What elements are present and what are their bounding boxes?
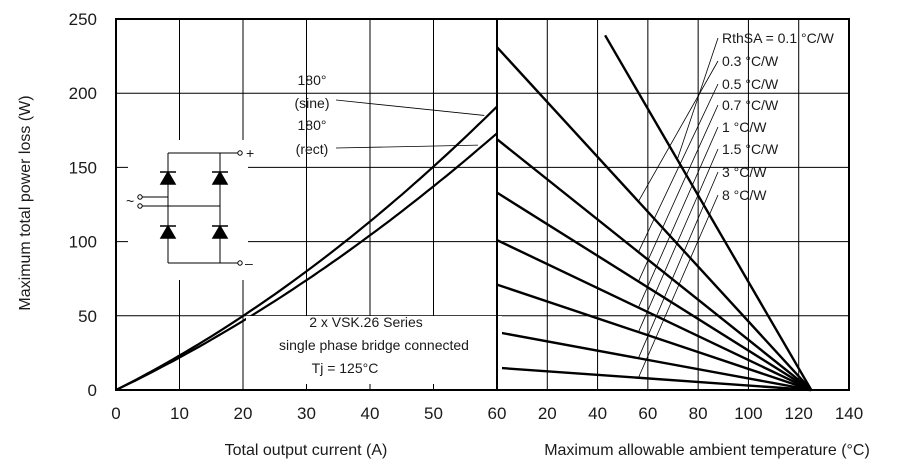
heatsink-label-4: 1 °C/W [722,119,767,135]
leader-line-3 [638,104,719,282]
leader-line-7 [638,194,719,378]
label-leader-lines [335,37,719,378]
annotation-line-2: single phase bridge connected [279,337,469,353]
curve-label-sine-1: 180° [298,72,327,88]
heatsink-label-7: 8 °C/W [722,187,767,203]
left-x-tick-label: 10 [170,404,189,423]
heatsink-line-0 [604,34,813,391]
y-tick-label: 50 [78,307,97,326]
left-series [115,105,498,391]
leader-line-0 [676,37,719,160]
left-x-tick-label: 30 [297,404,316,423]
heatsink-label-1: 0.3 °C/W [722,53,779,69]
right-x-tick-label: 100 [734,404,762,423]
leader-line-6 [638,171,719,359]
curve-label-rect-1: 180° [298,117,327,133]
annotation-line-3: Tj = 125°C [312,360,379,376]
left-x-tick-label: 50 [424,404,443,423]
y-tick-label: 200 [69,84,97,103]
series-line-rect [115,132,498,391]
heatsink-line-1 [496,46,813,391]
heatsink-line-7 [496,366,812,392]
left-x-tick-label: 40 [361,404,380,423]
y-tick-label: 100 [69,233,97,252]
y-axis-label: Maximum total power loss (W) [17,95,34,310]
curve-label-rect-2: (rect) [296,141,329,157]
heatsink-label-3: 0.7 °C/W [722,97,779,113]
axis-tick-labels: 0 50 100 150 200 250 0 10 20 30 40 50 60 20 40 60 80 100 1… [69,10,864,423]
leader-line-2 [638,83,719,253]
left-x-tick-label: 20 [234,404,253,423]
curve-label-sine-2: (sine) [294,95,329,111]
leader-line-5 [638,148,719,333]
heatsink-label-0: RthSA = 0.1 °C/W [722,30,835,46]
heatsink-line-4 [496,239,812,392]
y-tick-label: 0 [88,381,97,400]
plus-terminal-label: + [246,145,254,161]
heatsink-resistance-labels: RthSA = 0.1 °C/W 0.3 °C/W 0.5 °C/W 0.7 °C/W… [722,30,835,203]
annotation-line-1: 2 x VSK.26 Series [309,314,423,330]
left-x-tick-label: 60 [488,404,507,423]
right-x-tick-label: 20 [538,404,557,423]
right-x-tick-label: 40 [588,404,607,423]
right-x-tick-label: 80 [689,404,708,423]
right-x-axis-label: Maximum allowable ambient temperature (°… [544,442,870,459]
leader-line-sine [335,99,485,116]
right-series [496,34,813,392]
right-plot-frame [496,18,850,391]
heatsink-line-6 [496,330,812,392]
right-grid [497,19,849,390]
leader-line-rect [335,144,478,149]
heatsink-line-5 [496,283,812,392]
left-x-tick-label: 0 [111,404,120,423]
heatsink-label-6: 3 °C/W [722,164,767,180]
heatsink-line-3 [496,191,812,392]
left-x-axis-label: Total output current (A) [225,442,388,459]
leader-line-4 [638,126,719,308]
leader-line-1 [638,60,719,202]
y-tick-label: 150 [69,158,97,177]
right-x-tick-label: 60 [638,404,657,423]
right-x-tick-label: 140 [835,404,863,423]
bridge-circuit-schematic: + – ~ [126,140,254,280]
ac-input-label: ~ [126,193,134,209]
right-x-tick-label: 120 [785,404,813,423]
heatsink-label-2: 0.5 °C/W [722,76,779,92]
y-tick-label: 250 [69,10,97,29]
heatsink-line-2 [496,138,813,391]
minus-terminal-label: – [245,255,253,271]
heatsink-label-5: 1.5 °C/W [722,141,779,157]
series-line-sine [115,105,498,391]
